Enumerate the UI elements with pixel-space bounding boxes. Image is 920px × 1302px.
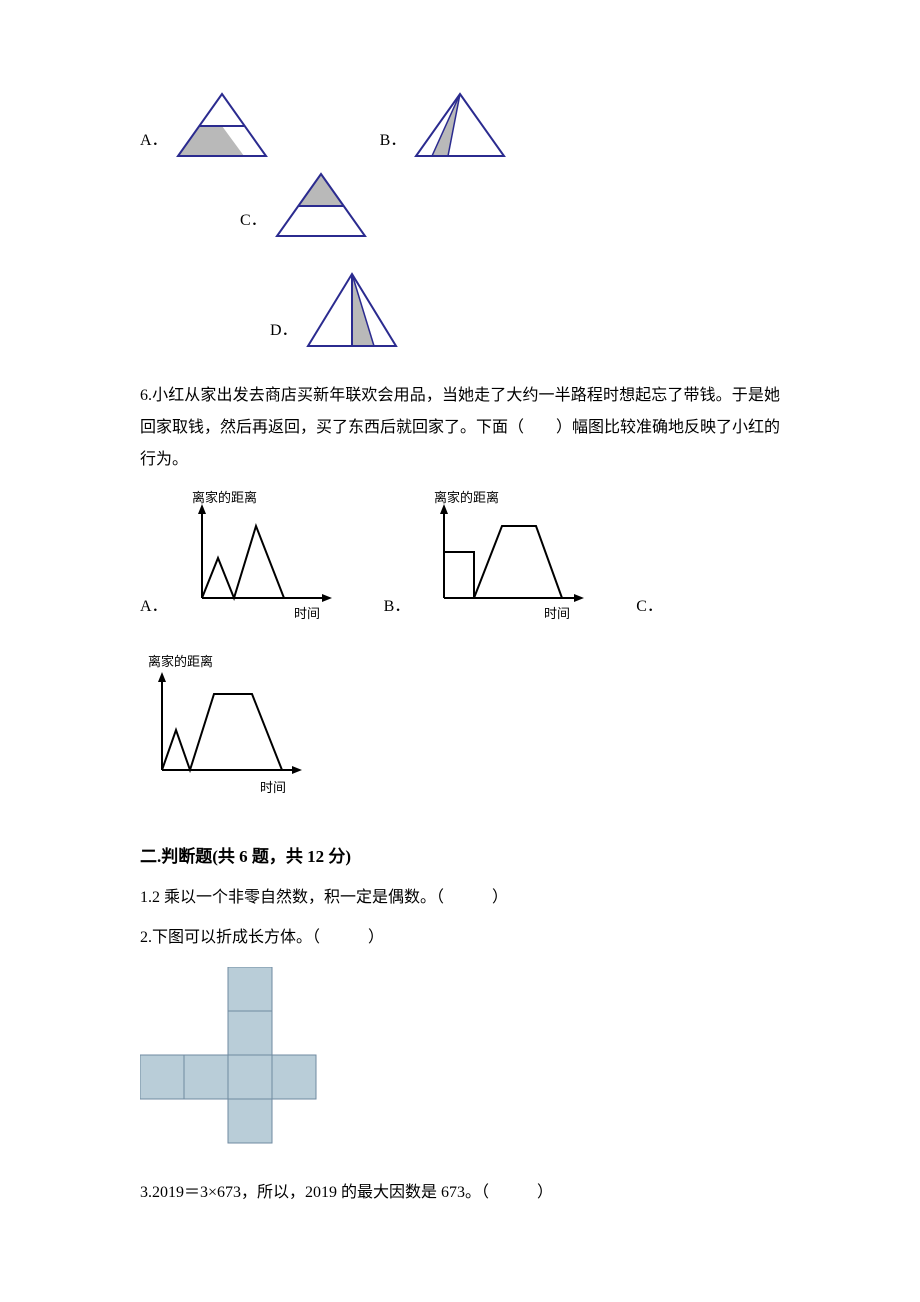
q5-label-A: A．	[140, 127, 168, 160]
triangle-icon-D	[304, 270, 400, 350]
chart-B-ylabel: 离家的距离	[434, 490, 499, 505]
chart-icon-B: 离家的距离 时间	[416, 486, 596, 626]
chart-icon-A: 离家的距离 时间	[174, 486, 344, 626]
q5-label-B: B．	[380, 127, 407, 160]
q5-option-C: C．	[240, 170, 369, 240]
chart-B-xlabel: 时间	[544, 606, 570, 621]
q5-option-B: B．	[380, 90, 509, 160]
triangle-icon-A	[174, 90, 270, 160]
q5-option-A: A．	[140, 90, 270, 160]
q5-options-row1: A． B． C．	[140, 90, 780, 250]
q5-options-row2: D．	[270, 270, 780, 360]
q6-option-B: B． 离家的距离 时间	[384, 486, 597, 626]
page: A． B． C． D	[0, 0, 920, 1269]
q6-label-A: A．	[140, 593, 168, 626]
chart-A-xlabel: 时间	[294, 606, 320, 621]
cuboid-net-icon	[140, 967, 330, 1157]
section2-q3: 3.2019＝3×673，所以，2019 的最大因数是 673。（ ）	[140, 1178, 780, 1208]
q5-label-C: C．	[240, 207, 267, 240]
q6-option-C: 离家的距离 时间	[134, 650, 314, 800]
section2-q1: 1.2 乘以一个非零自然数，积一定是偶数。（ ）	[140, 883, 780, 913]
q5-label-D: D．	[270, 317, 298, 350]
q6-label-C: C．	[636, 593, 663, 626]
section2-q2: 2.下图可以折成长方体。（ ）	[140, 923, 780, 953]
q6-charts-row1: A． 离家的距离 时间 B． 离家的距离 时	[140, 486, 780, 640]
triangle-icon-C	[273, 170, 369, 240]
q6-option-C-label-only: C．	[636, 593, 669, 626]
triangle-icon-B	[412, 90, 508, 160]
chart-icon-C: 离家的距离 时间	[134, 650, 314, 800]
q5-option-D: D．	[270, 270, 400, 350]
q6-label-B: B．	[384, 593, 411, 626]
chart-C-xlabel: 时间	[260, 780, 286, 795]
section2-heading: 二.判断题(共 6 题，共 12 分)	[140, 842, 780, 873]
q6-text: 6.小红从家出发去商店买新年联欢会用品，当她走了大约一半路程时想起忘了带钱。于是…	[140, 380, 780, 476]
q6-charts-row2: 离家的距离 时间	[140, 650, 780, 814]
q6-option-A: A． 离家的距离 时间	[140, 486, 344, 626]
cuboid-net-figure	[140, 967, 780, 1168]
chart-C-ylabel: 离家的距离	[148, 654, 213, 669]
chart-A-ylabel: 离家的距离	[192, 490, 257, 505]
